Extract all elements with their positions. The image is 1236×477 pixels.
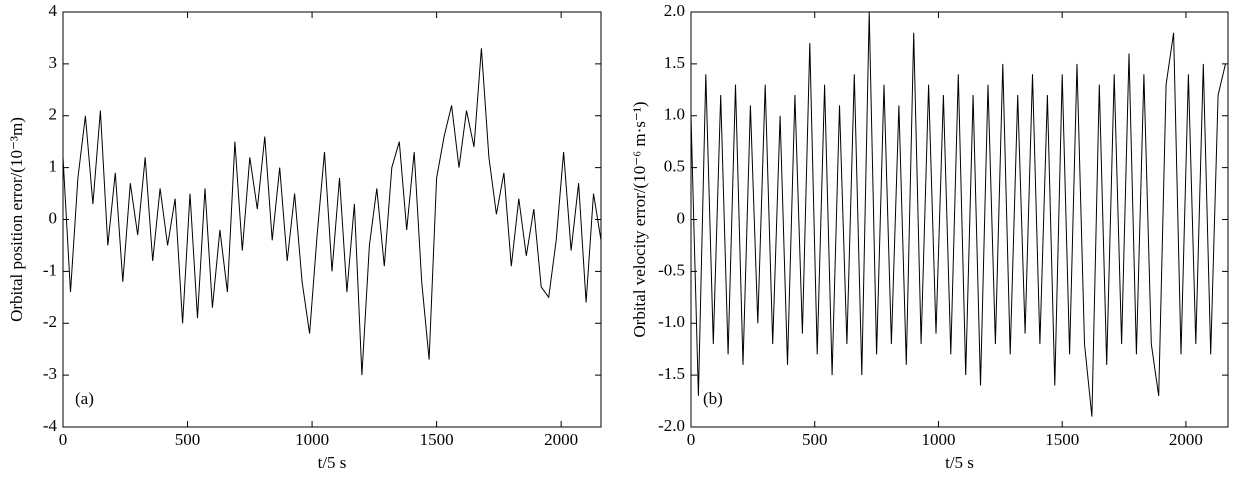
- x-tick-label: 2000: [1169, 430, 1203, 449]
- y-tick-label: 4: [49, 1, 58, 20]
- x-tick-label: 0: [59, 430, 68, 449]
- y-tick-label: -1.5: [658, 364, 685, 383]
- y-tick-label: 3: [49, 53, 58, 72]
- y-tick-label: 1.5: [664, 53, 685, 72]
- y-axis-label: Orbital position error/(10⁻³m): [7, 117, 26, 322]
- y-tick-label: -2.0: [658, 416, 685, 435]
- y-tick-label: 0: [49, 208, 58, 227]
- y-tick-label: -3: [43, 364, 57, 383]
- x-tick-label: 2000: [544, 430, 578, 449]
- panel-label: (b): [703, 389, 723, 408]
- data-line: [62, 48, 602, 376]
- x-tick-label: 500: [175, 430, 201, 449]
- y-tick-label: 0.5: [664, 157, 685, 176]
- x-axis-label: t/5 s: [945, 453, 974, 472]
- y-tick-label: 2.0: [664, 1, 685, 20]
- y-tick-label: -1.0: [658, 312, 685, 331]
- y-tick-label: 1.0: [664, 105, 685, 124]
- x-tick-label: 1000: [921, 430, 955, 449]
- axes-frame: [62, 11, 602, 428]
- y-tick-label: -2: [43, 312, 57, 331]
- y-tick-label: -0.5: [658, 260, 685, 279]
- y-tick-label: -4: [43, 416, 58, 435]
- x-tick-label: 1000: [295, 430, 329, 449]
- data-line: [690, 11, 1226, 417]
- x-tick-label: 1500: [420, 430, 454, 449]
- x-tick-label: 500: [802, 430, 828, 449]
- panel-label: (a): [75, 389, 94, 408]
- x-tick-label: 1500: [1045, 430, 1079, 449]
- x-axis-label: t/5 s: [318, 453, 347, 472]
- y-tick-label: -1: [43, 260, 57, 279]
- x-tick-label: 0: [687, 430, 696, 449]
- y-tick-label: 1: [49, 157, 58, 176]
- y-axis-label: Orbital velocity error/(10⁻⁶ m·s⁻¹): [630, 101, 649, 337]
- y-tick-label: 0: [677, 208, 686, 227]
- y-tick-label: 2: [49, 105, 58, 124]
